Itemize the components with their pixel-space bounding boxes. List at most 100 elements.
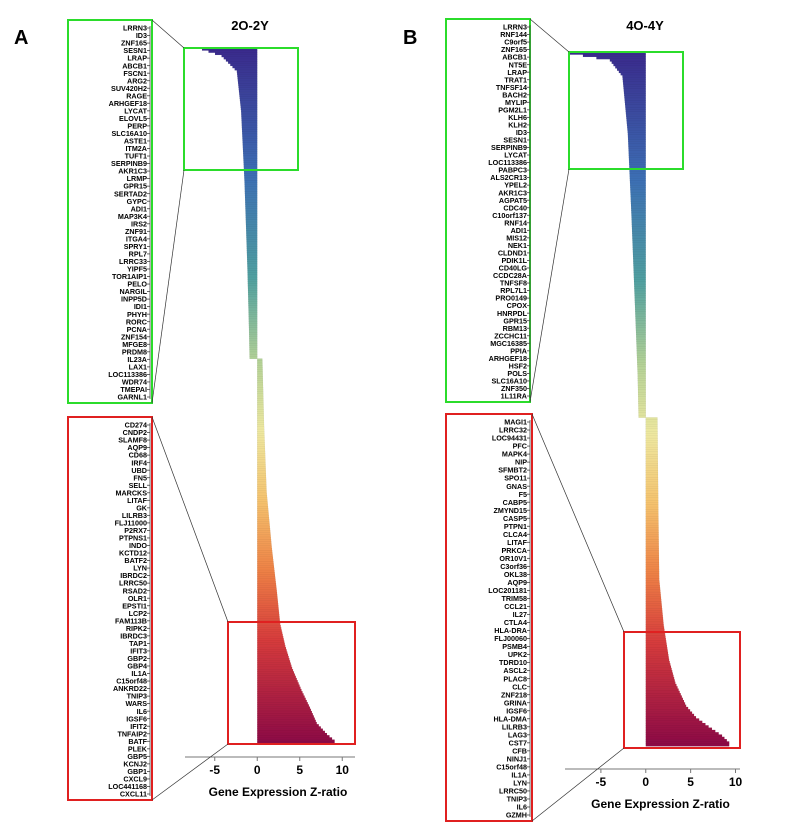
gene-label: GPR15 (503, 316, 527, 325)
gene-label: GBP4 (127, 662, 147, 671)
gene-label: IL1A (511, 770, 527, 779)
gene-label: GZMH (506, 811, 527, 820)
gene-label: CLCA4 (503, 530, 527, 539)
gene-label: IL6 (517, 803, 527, 812)
gene-label: FSCN1 (123, 69, 147, 78)
gene-label: ID3 (136, 31, 147, 40)
gene-label: RIPK2 (126, 624, 147, 633)
zoom-box-bottom (623, 631, 741, 749)
bar (638, 414, 646, 418)
bar (645, 743, 730, 747)
gene-label: NINJ1 (507, 754, 527, 763)
gene-label: CD68 (129, 451, 147, 460)
gene-label: HLA-DRA (494, 626, 527, 635)
panel-letter: B (403, 27, 417, 49)
gene-label: KLH2 (508, 120, 527, 129)
gene-label: CXCL11 (120, 790, 147, 799)
up-gene-list: CD274CNDP2SLAMF8AQP9CD68IRF4UBDFN5SELLMA… (67, 416, 153, 801)
gene-label: LAX1 (129, 362, 147, 371)
gene-label: RNF144 (500, 30, 527, 39)
x-tick-label: 0 (254, 763, 261, 777)
up-gene-list-frame (67, 416, 153, 801)
x-axis-label: Gene Expression Z-ratio (209, 785, 348, 799)
x-tick-label: 10 (336, 763, 350, 777)
gene-label: IBRDC3 (120, 631, 147, 640)
gene-label: RPL7L1 (500, 286, 527, 295)
x-tick-label: -5 (596, 775, 607, 789)
gene-label: TUFT1 (125, 152, 147, 161)
gene-label: BACH2 (502, 90, 527, 99)
gene-label: ITGA4 (126, 234, 147, 243)
gene-label: MIS12 (506, 233, 527, 242)
gene-label: PERP (127, 121, 147, 130)
gene-label: HNRPDL (497, 309, 528, 318)
gene-label: ANKRD22 (113, 684, 147, 693)
gene-label: IL27 (513, 610, 527, 619)
gene-label: LYCAT (504, 151, 527, 160)
zoom-box-top (183, 47, 299, 171)
gene-label: ABCB1 (122, 61, 147, 70)
gene-label: IL6 (137, 707, 147, 716)
gene-label: FN5 (133, 473, 147, 482)
gene-label: LYCAT (124, 106, 147, 115)
gene-label: LOC441168 (108, 782, 147, 791)
gene-label: POLS (507, 369, 527, 378)
x-tick-label: 10 (729, 775, 743, 789)
connector-line (529, 18, 570, 53)
gene-label: PELO (127, 280, 147, 289)
gene-label: BATF (128, 737, 147, 746)
gene-label: SLC16A10 (111, 129, 147, 138)
gene-label: TMEPAI (120, 385, 147, 394)
gene-label: ZNF350 (501, 384, 527, 393)
gene-label: P2RX7 (124, 526, 147, 535)
gene-label: LRRC33 (119, 257, 147, 266)
down-gene-list: LRRN3ID3ZNF165SESN1LRAPABCB1FSCN1ARG2SUV… (67, 19, 153, 404)
connector-line (151, 743, 229, 801)
gene-label: GARNL1 (117, 393, 147, 402)
up-gene-list: MAGI1LRRC32LOC94431PFCMAPK4NIPSFMBT2SPO1… (445, 413, 533, 822)
gene-label: IGSF6 (126, 714, 147, 723)
gene-label: MAP3K4 (118, 212, 147, 221)
gene-label: OLR1 (128, 594, 147, 603)
gene-label: ZNF91 (125, 227, 147, 236)
gene-label: YPEL2 (504, 181, 527, 190)
gene-label: LYN (513, 779, 527, 788)
gene-label: LILRB3 (122, 511, 147, 520)
gene-label: C15orf48 (116, 677, 147, 686)
gene-label: LRRN3 (503, 23, 527, 32)
gene-label: TRAT1 (504, 75, 527, 84)
gene-label: AGPAT5 (499, 196, 527, 205)
connector-line (529, 168, 570, 403)
gene-label: ALS2CR13 (490, 173, 527, 182)
gene-label: UBD (131, 466, 147, 475)
up-gene-list-frame (445, 413, 533, 822)
gene-label: CD274 (125, 421, 147, 430)
gene-label: RAGE (126, 91, 147, 100)
gene-label: SPO11 (504, 474, 527, 483)
down-gene-list: LRRN3RNF144C9orf5ZNF165ABCB1NT5ELRAPTRAT… (445, 18, 531, 403)
gene-label: GRINA (504, 698, 527, 707)
gene-label: ABCB1 (502, 53, 527, 62)
gene-label: TNFSF14 (496, 83, 527, 92)
gene-label: LOC94431 (492, 434, 527, 443)
gene-label: TAP1 (129, 639, 147, 648)
gene-label: PRDM8 (122, 347, 147, 356)
panel-letter: A (14, 27, 28, 49)
gene-label: RNF14 (504, 218, 527, 227)
gene-label: ASCL2 (503, 666, 527, 675)
gene-label: NARGIL (119, 287, 147, 296)
gene-label: LAG3 (508, 730, 527, 739)
gene-label: ADI1 (511, 226, 527, 235)
gene-label: CLC (512, 682, 527, 691)
gene-label: ADI1 (131, 204, 147, 213)
panel-b: B 4O-4Y -5 0 5 10 Gene Expression Z-ratio LRRN3… (403, 18, 743, 822)
gene-label: LOC201181 (488, 586, 527, 595)
gene-label: CD40LG (499, 264, 528, 273)
gene-label: IDI1 (134, 302, 147, 311)
panel-a: A 2O-2Y -5 0 5 10 Gene Expression Z-ratio LRRN3… (14, 18, 356, 801)
gene-label: PTPNS1 (119, 534, 147, 543)
gene-label: LOC113386 (488, 158, 527, 167)
gene-label: 1L11RA (501, 392, 527, 401)
